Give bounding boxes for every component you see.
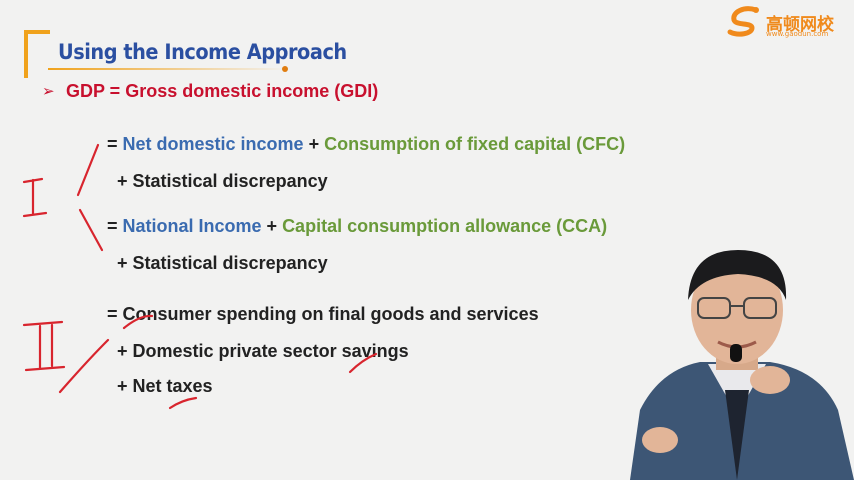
bullet-arrow-icon: ➢: [42, 82, 55, 100]
group2-discrepancy: + Statistical discrepancy: [117, 253, 328, 273]
microphone-icon: [730, 344, 742, 362]
equals-sign: =: [107, 216, 123, 236]
private-savings-line: + Domestic private sector savings: [117, 341, 409, 361]
national-income: National Income: [122, 216, 262, 236]
equals-sign: =: [107, 134, 123, 154]
annotation-numeral-two: [22, 320, 66, 372]
title-bracket: [24, 30, 50, 78]
net-taxes-line: + Net taxes: [117, 376, 213, 396]
gdp-definition: GDP = Gross domestic income (GDI): [66, 81, 379, 101]
plus-sign: +: [261, 216, 283, 236]
presenter-figure: [630, 250, 854, 480]
slide-title: Using the Income Approach: [58, 40, 347, 64]
cfc-term: Consumption of fixed capital (CFC): [324, 134, 626, 154]
annotation-check-mark: [58, 338, 110, 394]
plus-sign: +: [303, 134, 325, 154]
group2-equation: = National Income + Capital consumption …: [107, 216, 607, 237]
logo-icon: [727, 6, 759, 37]
annotation-tick-consumer: [122, 314, 154, 330]
title-underline: [48, 68, 288, 70]
annotation-tick-savings: [348, 352, 378, 374]
annotation-numeral-one: [22, 177, 48, 218]
group1-discrepancy: + Statistical discrepancy: [117, 171, 328, 191]
net-domestic-income: Net domestic income: [122, 134, 304, 154]
consumer-spending-line: = Consumer spending on final goods and s…: [107, 304, 539, 324]
logo-url: www.gaodun.com: [766, 30, 829, 38]
brand-logo: 高顿网校 www.gaodun.com: [726, 4, 846, 42]
title-dot: [282, 66, 288, 72]
annotation-tick-taxes: [168, 396, 198, 410]
group1-equation: = Net domestic income + Consumption of f…: [107, 134, 625, 155]
annotation-bracket-upper: [76, 143, 100, 197]
cca-term: Capital consumption allowance (CCA): [282, 216, 608, 236]
annotation-bracket-lower: [78, 208, 104, 252]
logo-name: 高顿网校: [766, 15, 834, 35]
